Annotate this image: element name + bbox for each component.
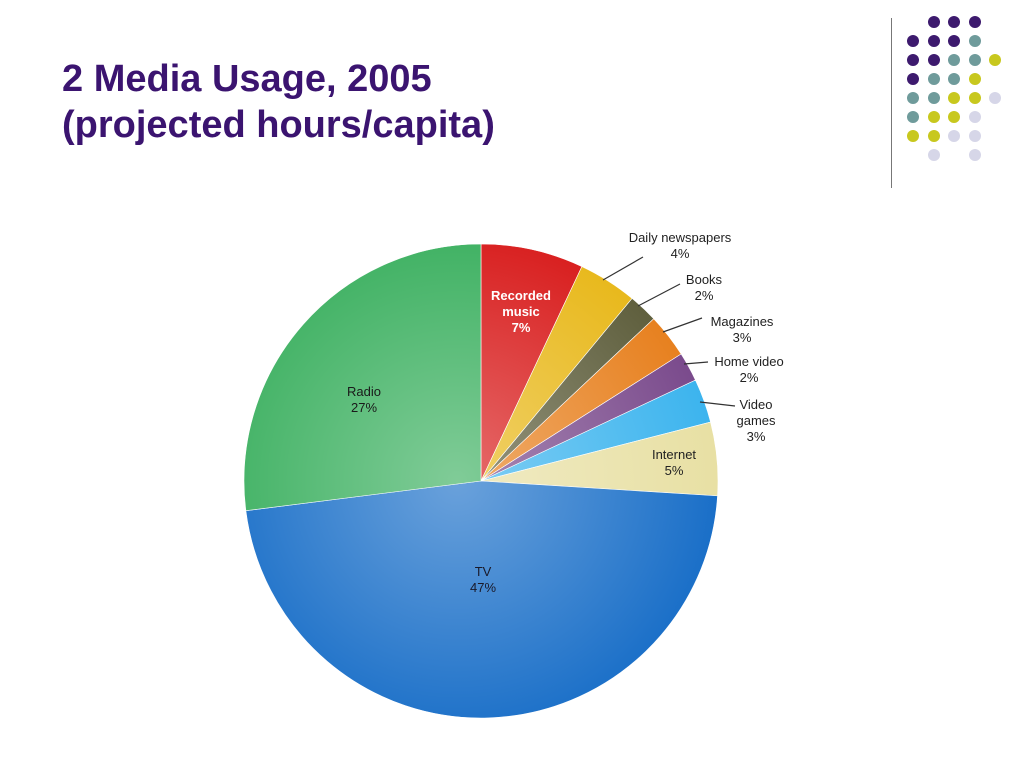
slice-label-line: TV (475, 564, 492, 579)
slice-label-internet: Internet 5% (652, 447, 696, 478)
slice-label-books: Books 2% (686, 272, 723, 303)
slice-label-line: Recorded (491, 288, 551, 303)
slice-label-line: 3% (747, 429, 766, 444)
slice-label-line: 3% (733, 330, 752, 345)
slice-label-line: 2% (740, 370, 759, 385)
slice-label-line: Daily newspapers (629, 230, 732, 245)
slide-title-line2: (projected hours/capita) (62, 104, 495, 146)
leader-line-daily-newspapers (602, 256, 644, 281)
slice-label-line: Internet (652, 447, 696, 462)
slice-label-tv: TV 47% (470, 564, 496, 595)
slice-label-line: music (502, 304, 540, 319)
slice-label-line: games (736, 413, 776, 428)
slice-label-magazines: Magazines 3% (711, 314, 774, 345)
slice-label-home-video: Home video 2% (714, 354, 783, 385)
slice-label-line: Video (739, 397, 772, 412)
slide-title: 2 Media Usage, 2005 (projected hours/cap… (62, 56, 495, 148)
slice-label-line: 5% (665, 463, 684, 478)
leader-line-home-video (683, 361, 709, 365)
slice-label-video-games: Video games 3% (736, 397, 776, 444)
slice-label-daily-newspapers: Daily newspapers 4% (629, 230, 732, 261)
slice-label-line: 7% (512, 320, 531, 335)
slide-title-line1: 2 Media Usage, 2005 (62, 58, 432, 100)
leader-line-books (637, 283, 681, 307)
slice-label-line: 47% (470, 580, 496, 595)
title-divider (891, 18, 892, 188)
leader-line-video-games (699, 401, 736, 407)
slice-label-line: 2% (695, 288, 714, 303)
slice-label-radio: Radio 27% (347, 384, 381, 415)
pie-gloss-overlay (244, 244, 718, 718)
slice-label-line: 4% (671, 246, 690, 261)
slice-label-line: Magazines (711, 314, 774, 329)
slice-label-line: Radio (347, 384, 381, 399)
leader-line-magazines (662, 317, 703, 333)
slice-label-line: Home video (714, 354, 783, 369)
slice-label-recorded-music: Recorded music 7% (491, 288, 551, 335)
slice-label-line: Books (686, 272, 723, 287)
slice-label-line: 27% (351, 400, 377, 415)
